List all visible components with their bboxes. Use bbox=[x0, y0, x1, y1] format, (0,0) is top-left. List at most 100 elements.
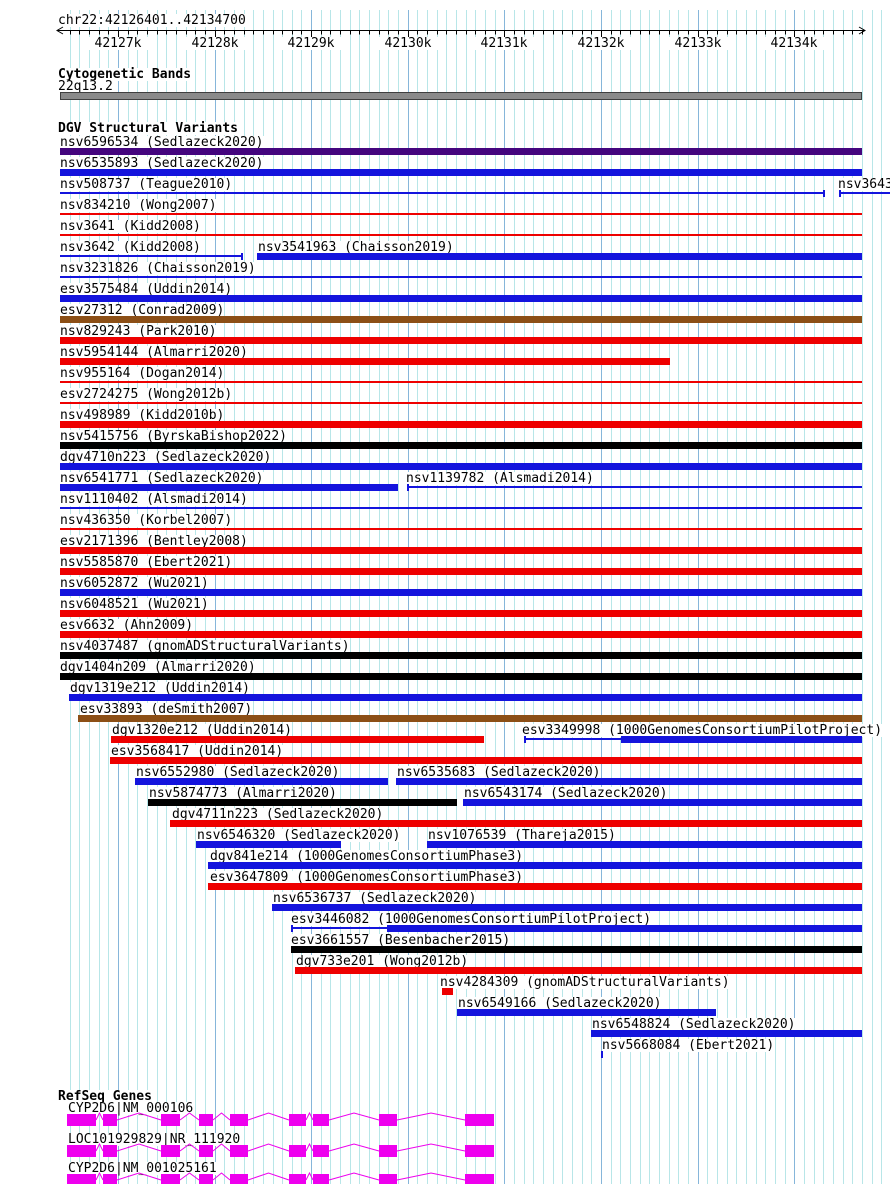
variant-bar[interactable] bbox=[110, 757, 862, 764]
gene-exon[interactable] bbox=[230, 1114, 248, 1126]
variant-label[interactable]: nsv6535893 (Sedlazeck2020) bbox=[60, 156, 264, 171]
variant-bar[interactable] bbox=[60, 568, 862, 575]
gene-exon[interactable] bbox=[199, 1114, 213, 1126]
gene-exon[interactable] bbox=[161, 1174, 180, 1184]
variant-bar[interactable] bbox=[60, 295, 862, 302]
gene-exon[interactable] bbox=[67, 1114, 96, 1126]
gene-exon[interactable] bbox=[230, 1174, 248, 1184]
variant-label[interactable]: nsv1110402 (Alsmadi2014) bbox=[60, 492, 248, 507]
gene-exon[interactable] bbox=[379, 1114, 397, 1126]
variant-line[interactable] bbox=[60, 528, 862, 530]
gene-glyph[interactable] bbox=[0, 1172, 890, 1184]
variant-label[interactable]: nsv3643 ( bbox=[838, 178, 890, 191]
variant-bar[interactable] bbox=[60, 631, 862, 638]
variant-label[interactable]: nsv498989 (Kidd2010b) bbox=[60, 408, 225, 423]
variant-bar[interactable] bbox=[148, 799, 457, 806]
variant-label[interactable]: esv27312 (Conrad2009) bbox=[60, 303, 225, 318]
gene-exon[interactable] bbox=[161, 1145, 180, 1157]
variant-label[interactable]: esv3647809 (1000GenomesConsortiumPhase3) bbox=[210, 870, 524, 885]
variant-bar[interactable] bbox=[196, 841, 341, 848]
variant-line[interactable] bbox=[60, 381, 862, 383]
variant-bar[interactable] bbox=[208, 862, 862, 869]
variant-bar[interactable] bbox=[457, 1009, 716, 1016]
gene-exon[interactable] bbox=[67, 1174, 96, 1184]
variant-label[interactable]: esv3575484 (Uddin2014) bbox=[60, 282, 233, 297]
variant-bar[interactable] bbox=[208, 883, 862, 890]
gene-exon[interactable] bbox=[379, 1174, 397, 1184]
gene-exon[interactable] bbox=[161, 1114, 180, 1126]
variant-bar[interactable] bbox=[60, 463, 862, 470]
gene-exon[interactable] bbox=[465, 1174, 494, 1184]
variant-bar[interactable] bbox=[60, 673, 862, 680]
variant-label[interactable]: nsv1139782 (Alsmadi2014) bbox=[406, 471, 594, 486]
gene-exon[interactable] bbox=[465, 1114, 494, 1126]
variant-label[interactable]: esv3568417 (Uddin2014) bbox=[111, 744, 284, 759]
variant-label[interactable]: nsv834210 (Wong2007) bbox=[60, 198, 217, 213]
variant-bar[interactable] bbox=[60, 610, 862, 617]
variant-label[interactable]: nsv955164 (Dogan2014) bbox=[60, 366, 225, 381]
variant-label[interactable]: nsv6543174 (Sedlazeck2020) bbox=[464, 786, 668, 801]
variant-bar[interactable] bbox=[60, 169, 862, 176]
cytoband-bar[interactable] bbox=[60, 92, 862, 100]
variant-label[interactable]: nsv4284309 (gnomADStructuralVariants) bbox=[440, 975, 730, 990]
variant-label[interactable]: nsv6536737 (Sedlazeck2020) bbox=[273, 891, 477, 906]
variant-bar[interactable] bbox=[427, 841, 862, 848]
variant-line[interactable] bbox=[60, 402, 862, 404]
variant-label[interactable]: nsv5415756 (ByrskaBishop2022) bbox=[60, 429, 287, 444]
gene-exon[interactable] bbox=[67, 1145, 96, 1157]
gene-exon[interactable] bbox=[313, 1174, 329, 1184]
variant-label[interactable]: nsv508737 (Teague2010) bbox=[60, 177, 233, 192]
variant-bar[interactable] bbox=[69, 694, 862, 701]
gene-label[interactable]: CYP2D6|NM_001025161 bbox=[68, 1161, 217, 1176]
variant-bar[interactable] bbox=[60, 316, 862, 323]
variant-bar[interactable] bbox=[601, 1051, 603, 1058]
variant-label[interactable]: nsv6052872 (Wu2021) bbox=[60, 576, 209, 591]
variant-bar[interactable] bbox=[60, 442, 862, 449]
variant-line[interactable] bbox=[60, 213, 862, 215]
variant-bar[interactable] bbox=[463, 799, 862, 806]
gene-glyph[interactable] bbox=[0, 1143, 890, 1159]
variant-label[interactable]: nsv4037487 (gnomADStructuralVariants) bbox=[60, 639, 350, 654]
variant-bar[interactable] bbox=[257, 253, 862, 260]
variant-bar[interactable] bbox=[60, 589, 862, 596]
gene-exon[interactable] bbox=[289, 1145, 306, 1157]
variant-bar[interactable] bbox=[78, 715, 862, 722]
variant-label[interactable]: nsv5668084 (Ebert2021) bbox=[602, 1038, 775, 1053]
variant-label[interactable]: esv3446082 (1000GenomesConsortiumPilotPr… bbox=[291, 912, 652, 927]
variant-label[interactable]: nsv6546320 (Sedlazeck2020) bbox=[197, 828, 401, 843]
variant-label[interactable]: nsv6535683 (Sedlazeck2020) bbox=[397, 765, 601, 780]
variant-line[interactable] bbox=[407, 486, 862, 488]
gene-exon[interactable] bbox=[103, 1114, 117, 1126]
variant-bar[interactable] bbox=[111, 736, 484, 743]
variant-label[interactable]: nsv6596534 (Sedlazeck2020) bbox=[60, 135, 264, 150]
variant-label[interactable]: nsv3641 (Kidd2008) bbox=[60, 219, 201, 234]
variant-label[interactable]: dgv1320e212 (Uddin2014) bbox=[112, 723, 293, 738]
variant-label[interactable]: nsv1076539 (Thareja2015) bbox=[428, 828, 616, 843]
variant-line[interactable] bbox=[60, 192, 825, 194]
variant-bar[interactable] bbox=[295, 967, 862, 974]
scroll-right-arrow-icon[interactable] bbox=[858, 26, 866, 35]
variant-line[interactable] bbox=[60, 507, 862, 509]
variant-label[interactable]: esv6632 (Ahn2009) bbox=[60, 618, 194, 633]
variant-label[interactable]: dgv1319e212 (Uddin2014) bbox=[70, 681, 251, 696]
variant-line[interactable] bbox=[291, 927, 387, 929]
variant-label[interactable]: nsv3541963 (Chaisson2019) bbox=[258, 240, 454, 255]
gene-exon[interactable] bbox=[465, 1145, 494, 1157]
variant-label[interactable]: esv3661557 (Besenbacher2015) bbox=[291, 933, 511, 948]
variant-label[interactable]: nsv6548824 (Sedlazeck2020) bbox=[592, 1017, 796, 1032]
variant-bar[interactable] bbox=[621, 736, 862, 743]
gene-glyph[interactable] bbox=[0, 1112, 890, 1128]
variant-line[interactable] bbox=[60, 255, 243, 257]
gene-exon[interactable] bbox=[289, 1114, 306, 1126]
variant-label[interactable]: dgv4711n223 (Sedlazeck2020) bbox=[172, 807, 384, 822]
variant-label[interactable]: esv3349998 (1000GenomesConsortiumPilotPr… bbox=[522, 723, 883, 738]
variant-label[interactable]: nsv6549166 (Sedlazeck2020) bbox=[458, 996, 662, 1011]
variant-line[interactable] bbox=[524, 738, 621, 740]
gene-label[interactable]: CYP2D6|NM_000106 bbox=[68, 1101, 194, 1116]
variant-bar[interactable] bbox=[60, 484, 398, 491]
gene-exon[interactable] bbox=[103, 1174, 117, 1184]
variant-line[interactable] bbox=[60, 234, 862, 236]
variant-bar[interactable] bbox=[272, 904, 862, 911]
variant-bar[interactable] bbox=[170, 820, 862, 827]
gene-exon[interactable] bbox=[199, 1174, 213, 1184]
